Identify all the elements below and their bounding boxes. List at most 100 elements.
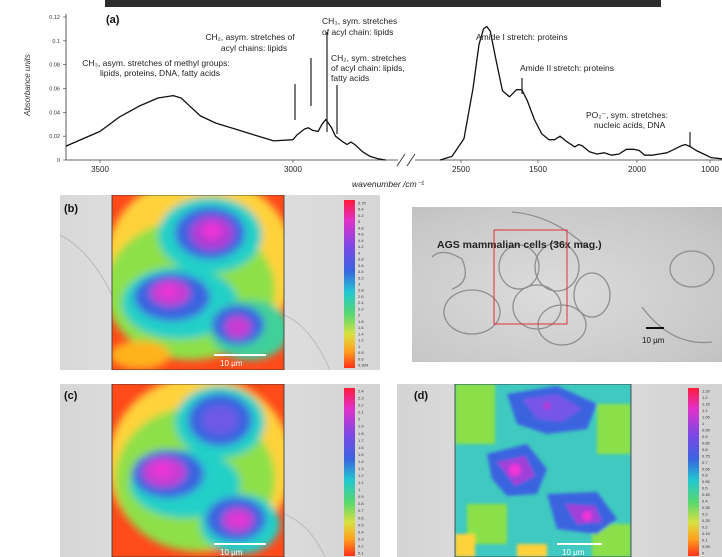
y-tick-label: 0.08 <box>49 63 60 69</box>
colorbar-tick-label: 1.2 <box>358 338 364 343</box>
y-axis-label: Absorbance units <box>23 54 32 117</box>
colorbar-tick-label: 0.304 <box>358 363 369 368</box>
colorbar-tick-label: 0.1 <box>702 538 708 543</box>
spectrum-line-2 <box>439 25 722 161</box>
colorbar-tick-label: 0.5 <box>358 522 364 527</box>
panel-d-label: (d) <box>414 390 428 402</box>
colorbar-tick-label: 1.6 <box>358 325 364 330</box>
svg-text:PO₂⁻, sym. stretches:: PO₂⁻, sym. stretches: <box>586 110 668 120</box>
panel-c-colorbar <box>344 388 355 556</box>
panel-a-label: (a) <box>106 14 120 26</box>
colorbar-tick-label: 1.1 <box>358 480 364 485</box>
annotation-ch3-sym: CH₃, sym. stretches of acyl chain: lipid… <box>322 16 397 37</box>
colorbar-tick-label: 0.8 <box>358 350 364 355</box>
colorbar-tick-label: 1.5 <box>358 452 364 457</box>
y-tick-label: 0.1 <box>52 39 60 45</box>
annotation-po2: PO₂⁻, sym. stretches: nucleic acids, DNA <box>586 110 668 130</box>
x-ticks: 3500 3000 2500 2000 1500 1000 <box>91 160 719 174</box>
panel-d-scale-label: 10 μm <box>562 548 585 557</box>
panel-b-colorbar-ticks: 5.755.45.254.8 4.64.44.24 3.83.63.43.2 32.8… <box>358 201 369 368</box>
panel-c: (c) 10 μm 2.4 2.3 2.2 2.1 2 1.9 1.8 1.7 1.6 1.5 1.… <box>60 384 380 557</box>
colorbar-tick-label: 0.9 <box>702 434 708 439</box>
colorbar-tick-label: 3 <box>358 282 361 287</box>
panel-d: (d) 10 μm 1.29 1.2 1.15 1.1 1.05 1 0.95 0.9 0.85… <box>397 384 722 557</box>
photo-title: AGS mammalian cells (36x mag.) <box>437 239 602 251</box>
colorbar-tick-label: 0.4 <box>358 529 364 534</box>
colorbar-tick-label: 1.4 <box>358 331 364 336</box>
svg-text:CH₂, sym. stretches: CH₂, sym. stretches <box>331 53 406 63</box>
panel-a-spectrum: 0 0.02 0.04 0.06 0.08 0.1 0.12 3500 3000 2500 200… <box>23 14 722 189</box>
panel-c-colorbar-ticks: 2.4 2.3 2.2 2.1 2 1.9 1.8 1.7 1.6 1.5 1.4 1.3 1.2 1.1… <box>358 389 364 556</box>
colorbar-tick-label: 2.2 <box>358 403 364 408</box>
panel-b-map: (b) 10 μm 5.755.45.254.8 4.64.44.24 3.83.6… <box>60 195 369 370</box>
panel-c-label: (c) <box>64 390 78 402</box>
annotation-ch2-sym: CH₂, sym. stretches of acyl chain: lipid… <box>331 53 406 83</box>
annotation-ch3-asym: CH₃, asym. stretches of methyl groups: l… <box>82 58 230 78</box>
colorbar-tick-label: 2.4 <box>358 389 364 394</box>
colorbar-tick-label: 0.85 <box>702 440 711 445</box>
x-tick-label: 2500 <box>452 165 470 174</box>
svg-text:fatty acids: fatty acids <box>331 73 369 83</box>
colorbar-tick-label: 1.4 <box>358 459 364 464</box>
colorbar-tick-label: 1.3 <box>358 466 364 471</box>
panel-d-map: (d) 10 μm 1.291.21.15 1.11.05 10.95 0.90.85… <box>414 384 711 557</box>
photo-selection-box <box>493 229 568 325</box>
x-axis-label: wavenumber /cm⁻¹ <box>352 179 424 189</box>
colorbar-tick-label: 1 <box>702 421 705 426</box>
colorbar-tick-label: 0.95 <box>702 427 711 432</box>
panel-b-scale-label: 10 μm <box>220 359 243 368</box>
colorbar-tick-label: 2.3 <box>358 396 364 401</box>
colorbar-tick-label: 0.8 <box>358 501 364 506</box>
y-tick-label: 0.04 <box>49 110 60 116</box>
annotation-amide-2: Amide II stretch: proteins <box>520 63 614 73</box>
photo-scale-label: 10 µm <box>642 336 665 345</box>
colorbar-tick-label: 1 <box>358 487 361 492</box>
colorbar-tick-label: 1.2 <box>358 473 364 478</box>
colorbar-tick-label: 0 <box>702 551 705 556</box>
top-dark-bar <box>105 0 661 7</box>
colorbar-tick-label: 0.2 <box>358 543 364 548</box>
colorbar-tick-label: 0.4 <box>702 499 708 504</box>
panel-c-map: (c) 10 μm 2.4 2.3 2.2 2.1 2 1.9 1.8 1.7 1.6 1.5 1.… <box>64 384 364 557</box>
colorbar-tick-label: 5 <box>358 219 361 224</box>
colorbar-tick-label: 4.2 <box>358 244 364 249</box>
colorbar-tick-label: 2.4 <box>358 300 364 305</box>
colorbar-tick-label: 1.1 <box>702 408 708 413</box>
x-tick-label: 1000 <box>701 165 719 174</box>
colorbar-tick-label: 3.2 <box>358 275 364 280</box>
colorbar-tick-label: 0.6 <box>358 515 364 520</box>
colorbar-tick-label: 2.2 <box>358 306 364 311</box>
annotation-ch2-asym: CH₂, asym. stretches of acyl chains: lip… <box>205 32 295 53</box>
axis-break <box>396 153 416 167</box>
x-tick-label: 3000 <box>284 165 302 174</box>
colorbar-tick-label: 0.2 <box>702 525 708 530</box>
colorbar-tick-label: 1.29 <box>702 389 711 394</box>
annotation-amide-1: Amide I stretch: proteins <box>476 32 568 42</box>
colorbar-tick-label: 0.5 <box>702 486 708 491</box>
colorbar-tick-label: 3.4 <box>358 269 364 274</box>
colorbar-tick-label: 0.75 <box>702 453 711 458</box>
colorbar-tick-label: 4.4 <box>358 238 364 243</box>
colorbar-tick-label: 0.55 <box>702 479 711 484</box>
panel-d-colorbar <box>688 388 699 556</box>
colorbar-tick-label: 2.1 <box>358 410 364 415</box>
panel-d-colorbar-ticks: 1.291.21.15 1.11.05 10.95 0.90.85 0.80.75 0.7… <box>702 389 711 556</box>
colorbar-tick-label: 0.3 <box>358 536 364 541</box>
svg-text:lipids, proteins, DNA, fatty a: lipids, proteins, DNA, fatty acids <box>100 68 220 78</box>
panel-photo: AGS mammalian cells (36x mag.) 10 µm <box>412 207 722 362</box>
panel-b-label: (b) <box>64 203 78 215</box>
colorbar-tick-label: 1.8 <box>358 319 364 324</box>
colorbar-tick-label: 0.3 <box>702 512 708 517</box>
colorbar-tick-label: 0.15 <box>702 531 711 536</box>
panel-b: (b) 10 μm 5.75 5.4 5.2 5 4.8 4.6 4.4 4.2 4 3.8 3.6… <box>60 195 380 370</box>
colorbar-tick-label: 3.8 <box>358 257 364 262</box>
y-tick-label: 0.12 <box>49 15 60 21</box>
colorbar-tick-label: 4.8 <box>358 225 364 230</box>
x-tick-label: 1500 <box>529 165 547 174</box>
colorbar-tick-label: 0.6 <box>702 473 708 478</box>
colorbar-tick-label: 0.6 <box>358 356 364 361</box>
svg-text:CH₂, asym. stretches of: CH₂, asym. stretches of <box>205 32 295 42</box>
colorbar-tick-label: 1.05 <box>702 414 711 419</box>
colorbar-tick-label: 1.15 <box>702 401 711 406</box>
svg-text:CH₃, sym. stretches: CH₃, sym. stretches <box>322 16 397 26</box>
